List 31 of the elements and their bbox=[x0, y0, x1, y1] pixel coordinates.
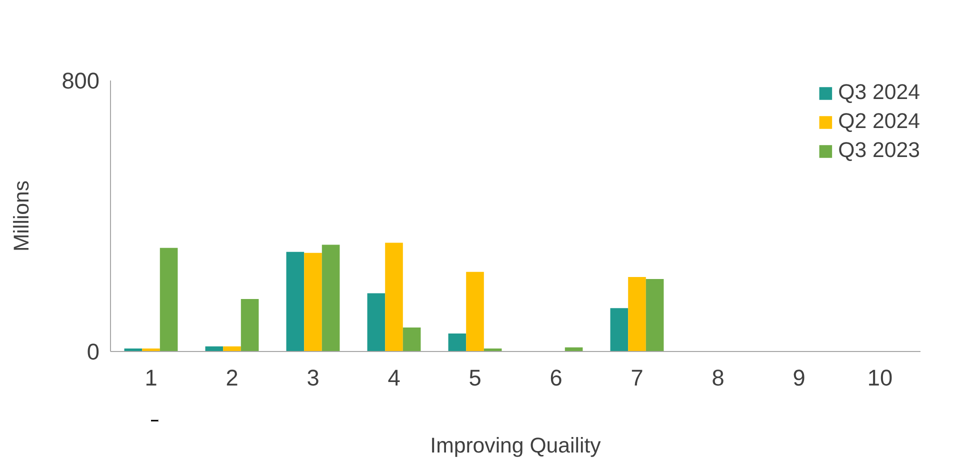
x-tick-label: 1 bbox=[144, 364, 158, 390]
bar bbox=[322, 244, 340, 352]
legend-label: Q2 2024 bbox=[838, 109, 920, 134]
bar bbox=[646, 279, 664, 352]
bar bbox=[240, 298, 259, 352]
x-axis-title: Improving Quaility bbox=[430, 434, 602, 458]
bar bbox=[448, 334, 466, 352]
y-tick-label: 800 bbox=[62, 68, 100, 94]
x-tick-label: 2 bbox=[226, 364, 238, 390]
x-tick-label: 10 bbox=[867, 364, 893, 390]
legend-label: Q3 2024 bbox=[838, 80, 920, 105]
x-tick-label: 7 bbox=[630, 364, 644, 390]
bar bbox=[304, 252, 322, 352]
x-tick-label: 6 bbox=[550, 364, 562, 390]
bar bbox=[385, 242, 403, 352]
x-tick-label: 9 bbox=[792, 364, 806, 390]
legend-label: Q3 2023 bbox=[838, 138, 920, 163]
y-tick-label: 0 bbox=[86, 338, 100, 364]
bar bbox=[610, 308, 628, 352]
x-tick-label: 8 bbox=[712, 364, 724, 390]
bar bbox=[223, 346, 241, 352]
x-tick-label: 4 bbox=[388, 364, 400, 390]
bar bbox=[160, 248, 178, 352]
bar bbox=[367, 293, 386, 352]
bar bbox=[628, 276, 646, 352]
bar bbox=[286, 252, 304, 352]
bar bbox=[466, 272, 484, 352]
y-axis-title: Millions bbox=[10, 180, 34, 252]
bar bbox=[402, 327, 421, 352]
x-tick-label: 3 bbox=[306, 364, 320, 390]
x-tick-label: 5 bbox=[468, 364, 482, 390]
